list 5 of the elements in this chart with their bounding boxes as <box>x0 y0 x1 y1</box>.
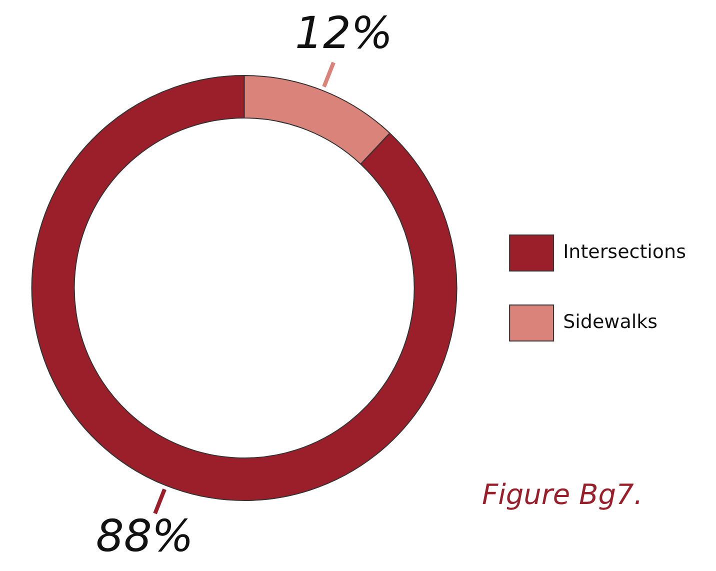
legend-label: Intersections <box>563 240 686 263</box>
data-label: 88% <box>96 510 194 562</box>
legend-label: Sidewalks <box>563 310 658 333</box>
data-label: 12% <box>294 8 393 59</box>
text: Figure Bg7. <box>482 478 643 511</box>
